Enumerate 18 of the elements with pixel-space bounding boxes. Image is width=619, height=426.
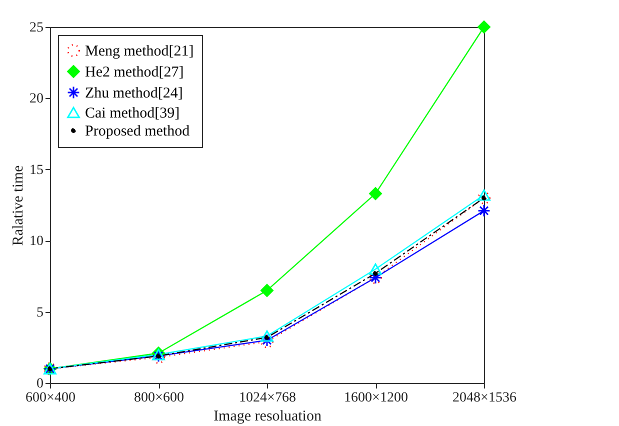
x-axis-title: Image resoluation <box>214 408 322 424</box>
x-tick-label: 1600×1200 <box>344 390 408 406</box>
y-axis-title: Ralative time <box>10 164 26 246</box>
x-tick-label: 600×400 <box>26 390 76 406</box>
legend-label: Zhu method[24] <box>85 86 183 102</box>
y-tick-label: 5 <box>36 305 44 320</box>
x-tick-label: 2048×1536 <box>452 390 516 406</box>
x-tick-label: 800×600 <box>134 390 184 406</box>
y-tick-label: 0 <box>36 376 44 392</box>
legend-label: Meng method[21] <box>85 44 194 60</box>
legend-label: Cai method[39] <box>85 106 180 122</box>
y-tick-label: 25 <box>30 20 44 36</box>
x-tick-label: 1024×768 <box>239 390 296 406</box>
y-tick-label: 20 <box>30 92 44 107</box>
y-tick-label: 15 <box>30 162 44 178</box>
legend-label: He2 method[27] <box>85 64 184 80</box>
legend-label: Proposed method <box>85 124 190 140</box>
y-tick-label: 10 <box>30 234 44 250</box>
